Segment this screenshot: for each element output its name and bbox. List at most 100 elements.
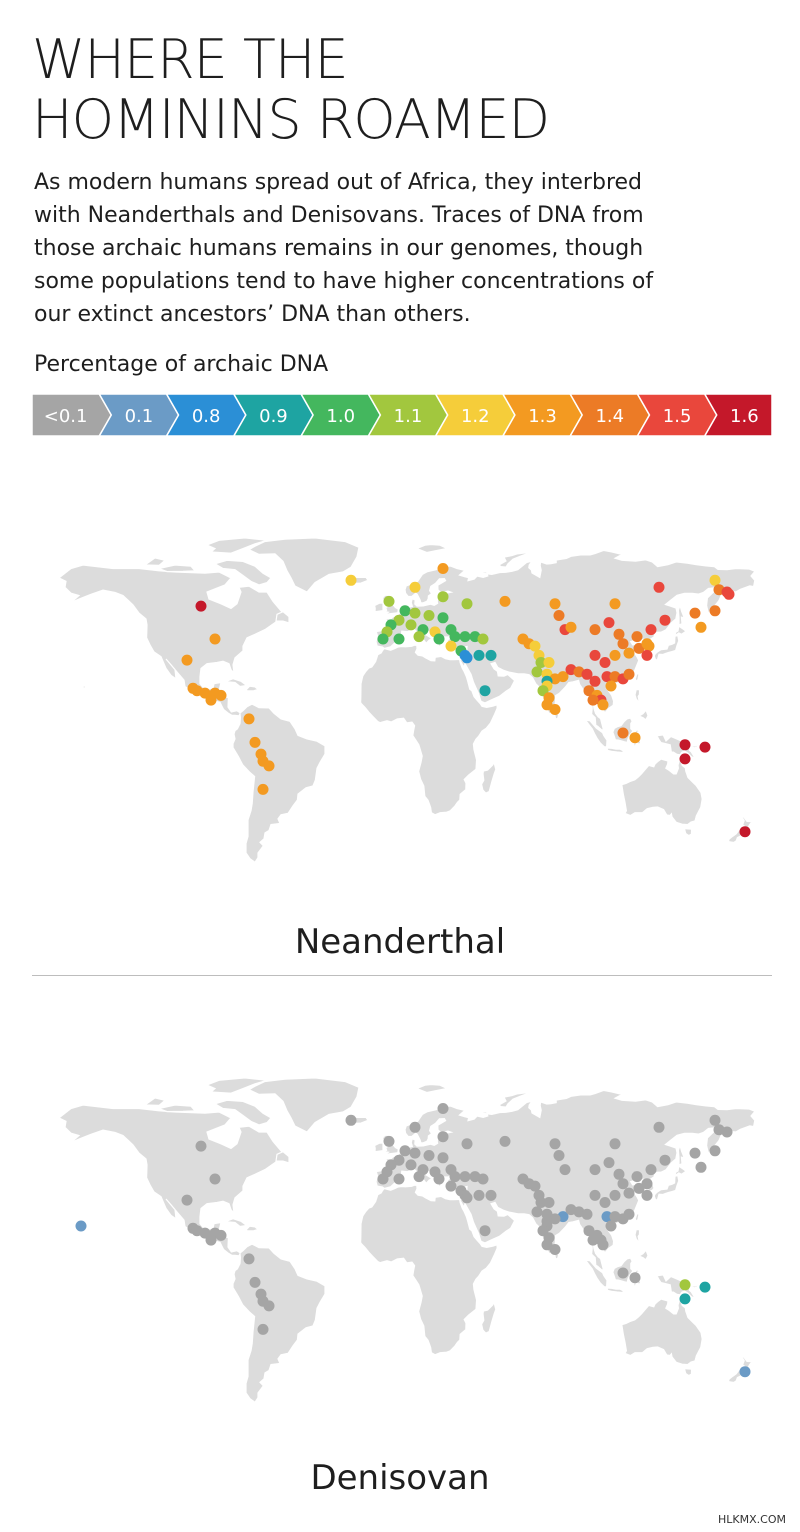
title-line-1: WHERE THE xyxy=(32,28,349,91)
population-point xyxy=(603,1157,615,1169)
population-point xyxy=(409,1121,421,1133)
population-point xyxy=(75,1220,87,1232)
population-point xyxy=(499,1135,511,1147)
landmass xyxy=(415,543,449,554)
landmass xyxy=(205,1077,268,1094)
population-point xyxy=(617,1267,629,1279)
population-point xyxy=(499,595,511,607)
population-point xyxy=(413,1171,425,1183)
population-point xyxy=(377,1173,389,1185)
population-point xyxy=(629,732,641,744)
landmass xyxy=(683,827,693,837)
population-point xyxy=(581,1208,593,1220)
population-point xyxy=(535,657,547,668)
population-point xyxy=(617,638,629,650)
landmass xyxy=(275,611,290,624)
landmass xyxy=(375,549,757,731)
legend-label: 1.4 xyxy=(595,406,624,427)
population-point xyxy=(383,1135,395,1147)
population-point xyxy=(599,657,611,668)
population-point xyxy=(623,647,635,659)
legend-label: 1.3 xyxy=(528,406,557,427)
landmass xyxy=(634,672,640,683)
population-point xyxy=(549,704,561,715)
neanderthal-map xyxy=(0,448,800,968)
landmass xyxy=(674,625,688,637)
population-point xyxy=(541,699,553,711)
population-point xyxy=(605,1220,617,1232)
population-point xyxy=(529,640,541,652)
population-point xyxy=(679,1293,691,1305)
population-point xyxy=(709,1114,721,1126)
population-point xyxy=(405,619,417,631)
population-point xyxy=(709,605,721,617)
population-point xyxy=(449,1171,461,1183)
population-point xyxy=(689,607,701,619)
population-point xyxy=(459,631,471,643)
population-points xyxy=(181,563,751,838)
population-point xyxy=(531,666,543,678)
landmass xyxy=(245,1225,260,1232)
population-point xyxy=(459,1171,471,1183)
population-point xyxy=(589,1164,601,1176)
landmass xyxy=(677,603,686,626)
denisovan-map-svg xyxy=(57,1077,757,1404)
landmass xyxy=(656,734,697,760)
population-point xyxy=(609,1189,621,1201)
population-point xyxy=(645,624,657,636)
legend-bar: <0.1 0.1 0.8 0.9 1.0 1.1 1.2 1.3 1.4 1.5 1.6 xyxy=(31,393,773,437)
neanderthal-map-svg xyxy=(57,537,757,864)
landmass xyxy=(653,635,680,661)
landmass xyxy=(373,1142,384,1153)
population-point xyxy=(699,741,711,753)
population-point xyxy=(559,1164,571,1176)
legend-label: 0.8 xyxy=(192,406,221,427)
landmass xyxy=(247,1077,360,1133)
population-point xyxy=(399,605,411,617)
landmass xyxy=(143,1097,167,1107)
population-point xyxy=(553,1150,565,1161)
population-point xyxy=(195,1140,207,1152)
population-point xyxy=(613,628,625,640)
population-point xyxy=(383,595,395,607)
landmass xyxy=(480,760,497,794)
landmass xyxy=(247,537,360,593)
population-point xyxy=(617,727,629,739)
population-point xyxy=(659,614,671,626)
population-point xyxy=(623,668,635,680)
landmass xyxy=(690,1282,701,1289)
population-point xyxy=(541,1239,553,1251)
legend-label: 0.1 xyxy=(125,406,154,427)
population-point xyxy=(209,633,221,645)
population-point xyxy=(249,736,261,748)
landmass xyxy=(605,1287,626,1294)
population-point xyxy=(433,633,445,645)
population-point xyxy=(609,649,621,661)
landmass xyxy=(224,1218,249,1228)
population-point xyxy=(549,598,561,610)
landmass xyxy=(497,1091,532,1108)
population-point xyxy=(601,671,613,683)
landmass xyxy=(584,719,608,748)
population-point xyxy=(679,753,691,765)
legend-label: 1.2 xyxy=(461,406,490,427)
population-point xyxy=(641,1189,653,1201)
population-point xyxy=(393,614,405,626)
population-point xyxy=(603,617,615,629)
population-point xyxy=(549,1138,561,1150)
population-point xyxy=(393,1154,405,1166)
landmass xyxy=(275,1151,290,1164)
population-point xyxy=(599,1197,611,1208)
population-point xyxy=(583,685,595,697)
population-point xyxy=(461,1192,473,1204)
population-point xyxy=(461,652,473,664)
population-point xyxy=(633,1182,645,1194)
population-point xyxy=(623,1208,635,1220)
population-point xyxy=(243,1253,255,1265)
population-point xyxy=(679,739,691,751)
landmass xyxy=(621,1295,703,1366)
landmass xyxy=(653,1175,680,1201)
population-point xyxy=(609,1138,621,1150)
population-point xyxy=(473,1189,485,1201)
landmass xyxy=(213,559,272,586)
